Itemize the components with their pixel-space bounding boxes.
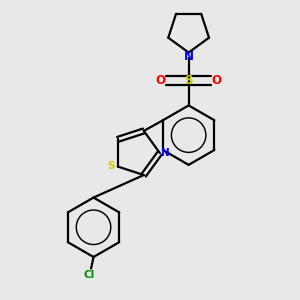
- Text: S: S: [184, 74, 193, 87]
- Text: Cl: Cl: [83, 270, 94, 280]
- Text: N: N: [161, 148, 170, 158]
- Text: O: O: [155, 74, 165, 87]
- Text: S: S: [108, 161, 115, 171]
- Text: O: O: [212, 74, 222, 87]
- Text: N: N: [184, 50, 194, 63]
